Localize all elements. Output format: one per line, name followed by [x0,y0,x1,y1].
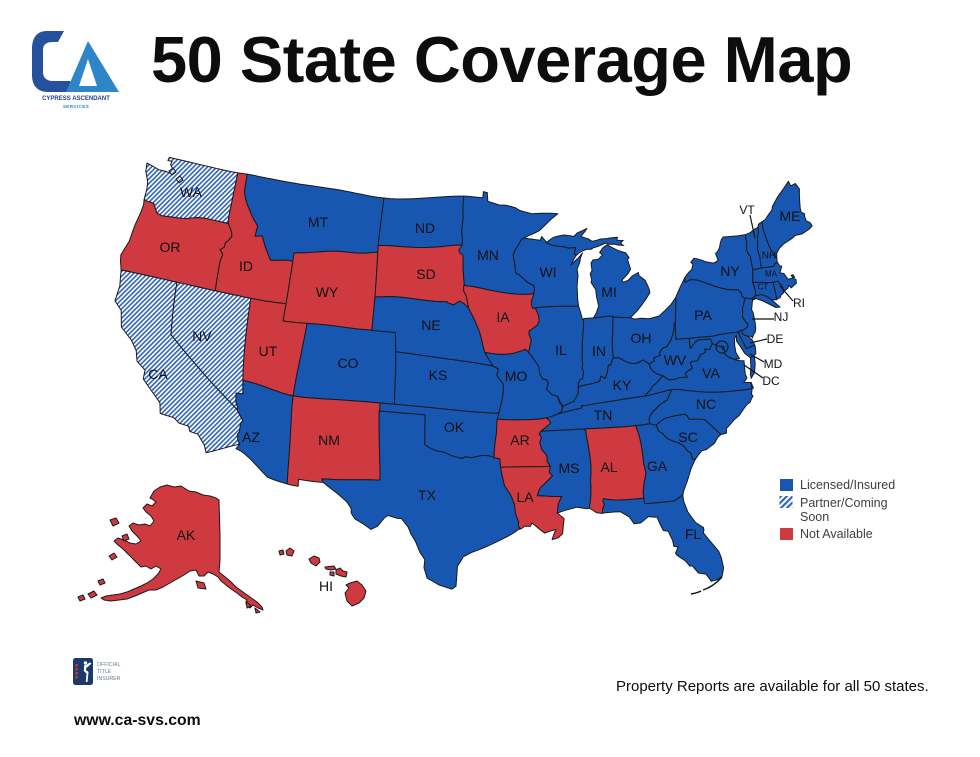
svg-text:MO: MO [505,368,528,384]
svg-text:CO: CO [338,355,359,371]
svg-text:Soon: Soon [800,510,829,524]
svg-text:IA: IA [496,309,510,325]
svg-text:AK: AK [177,527,196,543]
svg-text:OH: OH [631,330,652,346]
svg-text:IN: IN [592,343,606,359]
svg-text:AR: AR [510,432,529,448]
svg-text:MA: MA [765,270,778,279]
svg-text:NJ: NJ [774,310,789,324]
svg-text:LA: LA [516,489,534,505]
svg-text:ME: ME [780,208,801,224]
svg-text:MI: MI [601,284,617,300]
svg-text:Partner/Coming: Partner/Coming [800,496,888,510]
svg-text:TX: TX [418,487,437,503]
svg-text:CYPRESS ASCENDANT: CYPRESS ASCENDANT [42,96,110,102]
svg-text:NE: NE [421,317,440,333]
svg-text:WI: WI [539,264,556,280]
svg-text:HI: HI [319,578,333,594]
svg-text:AZ: AZ [242,429,260,445]
svg-text:VA: VA [702,365,720,381]
svg-text:OFFICIAL: OFFICIAL [97,662,120,668]
svg-text:INSURER: INSURER [97,676,121,682]
svg-text:AL: AL [600,459,617,475]
svg-text:CA: CA [148,366,168,382]
svg-text:NC: NC [696,396,716,412]
svg-text:PA: PA [694,307,712,323]
svg-text:IL: IL [555,342,567,358]
svg-text:NH: NH [762,251,776,262]
svg-text:MN: MN [477,247,499,263]
svg-text:WV: WV [664,352,687,368]
svg-text:KY: KY [613,377,632,393]
svg-text:RI: RI [793,296,805,310]
svg-text:TN: TN [594,407,613,423]
svg-text:NM: NM [318,432,340,448]
svg-text:MT: MT [308,214,329,230]
svg-text:OR: OR [160,239,181,255]
svg-text:Licensed/Insured: Licensed/Insured [800,478,895,492]
svg-text:ND: ND [415,220,435,236]
svg-text:SD: SD [416,266,435,282]
svg-text:WA: WA [180,184,203,200]
svg-text:DE: DE [767,332,784,346]
svg-text:GA: GA [647,458,668,474]
svg-text:DC: DC [762,374,780,388]
svg-text:MS: MS [559,460,580,476]
svg-text:OK: OK [444,419,465,435]
svg-text:NV: NV [192,328,212,344]
svg-text:ID: ID [239,258,253,274]
svg-text:TITLE: TITLE [97,669,112,675]
svg-text:NY: NY [720,263,740,279]
svg-text:VT: VT [739,203,755,217]
svg-text:KS: KS [429,367,448,383]
svg-text:SC: SC [678,429,697,445]
svg-text:FL: FL [685,526,702,542]
svg-text:UT: UT [259,343,278,359]
svg-text:MD: MD [764,357,783,371]
svg-text:SERVICES: SERVICES [63,104,89,109]
svg-text:WY: WY [316,284,339,300]
svg-text:CT: CT [758,283,769,292]
svg-text:Not Available: Not Available [800,527,873,541]
